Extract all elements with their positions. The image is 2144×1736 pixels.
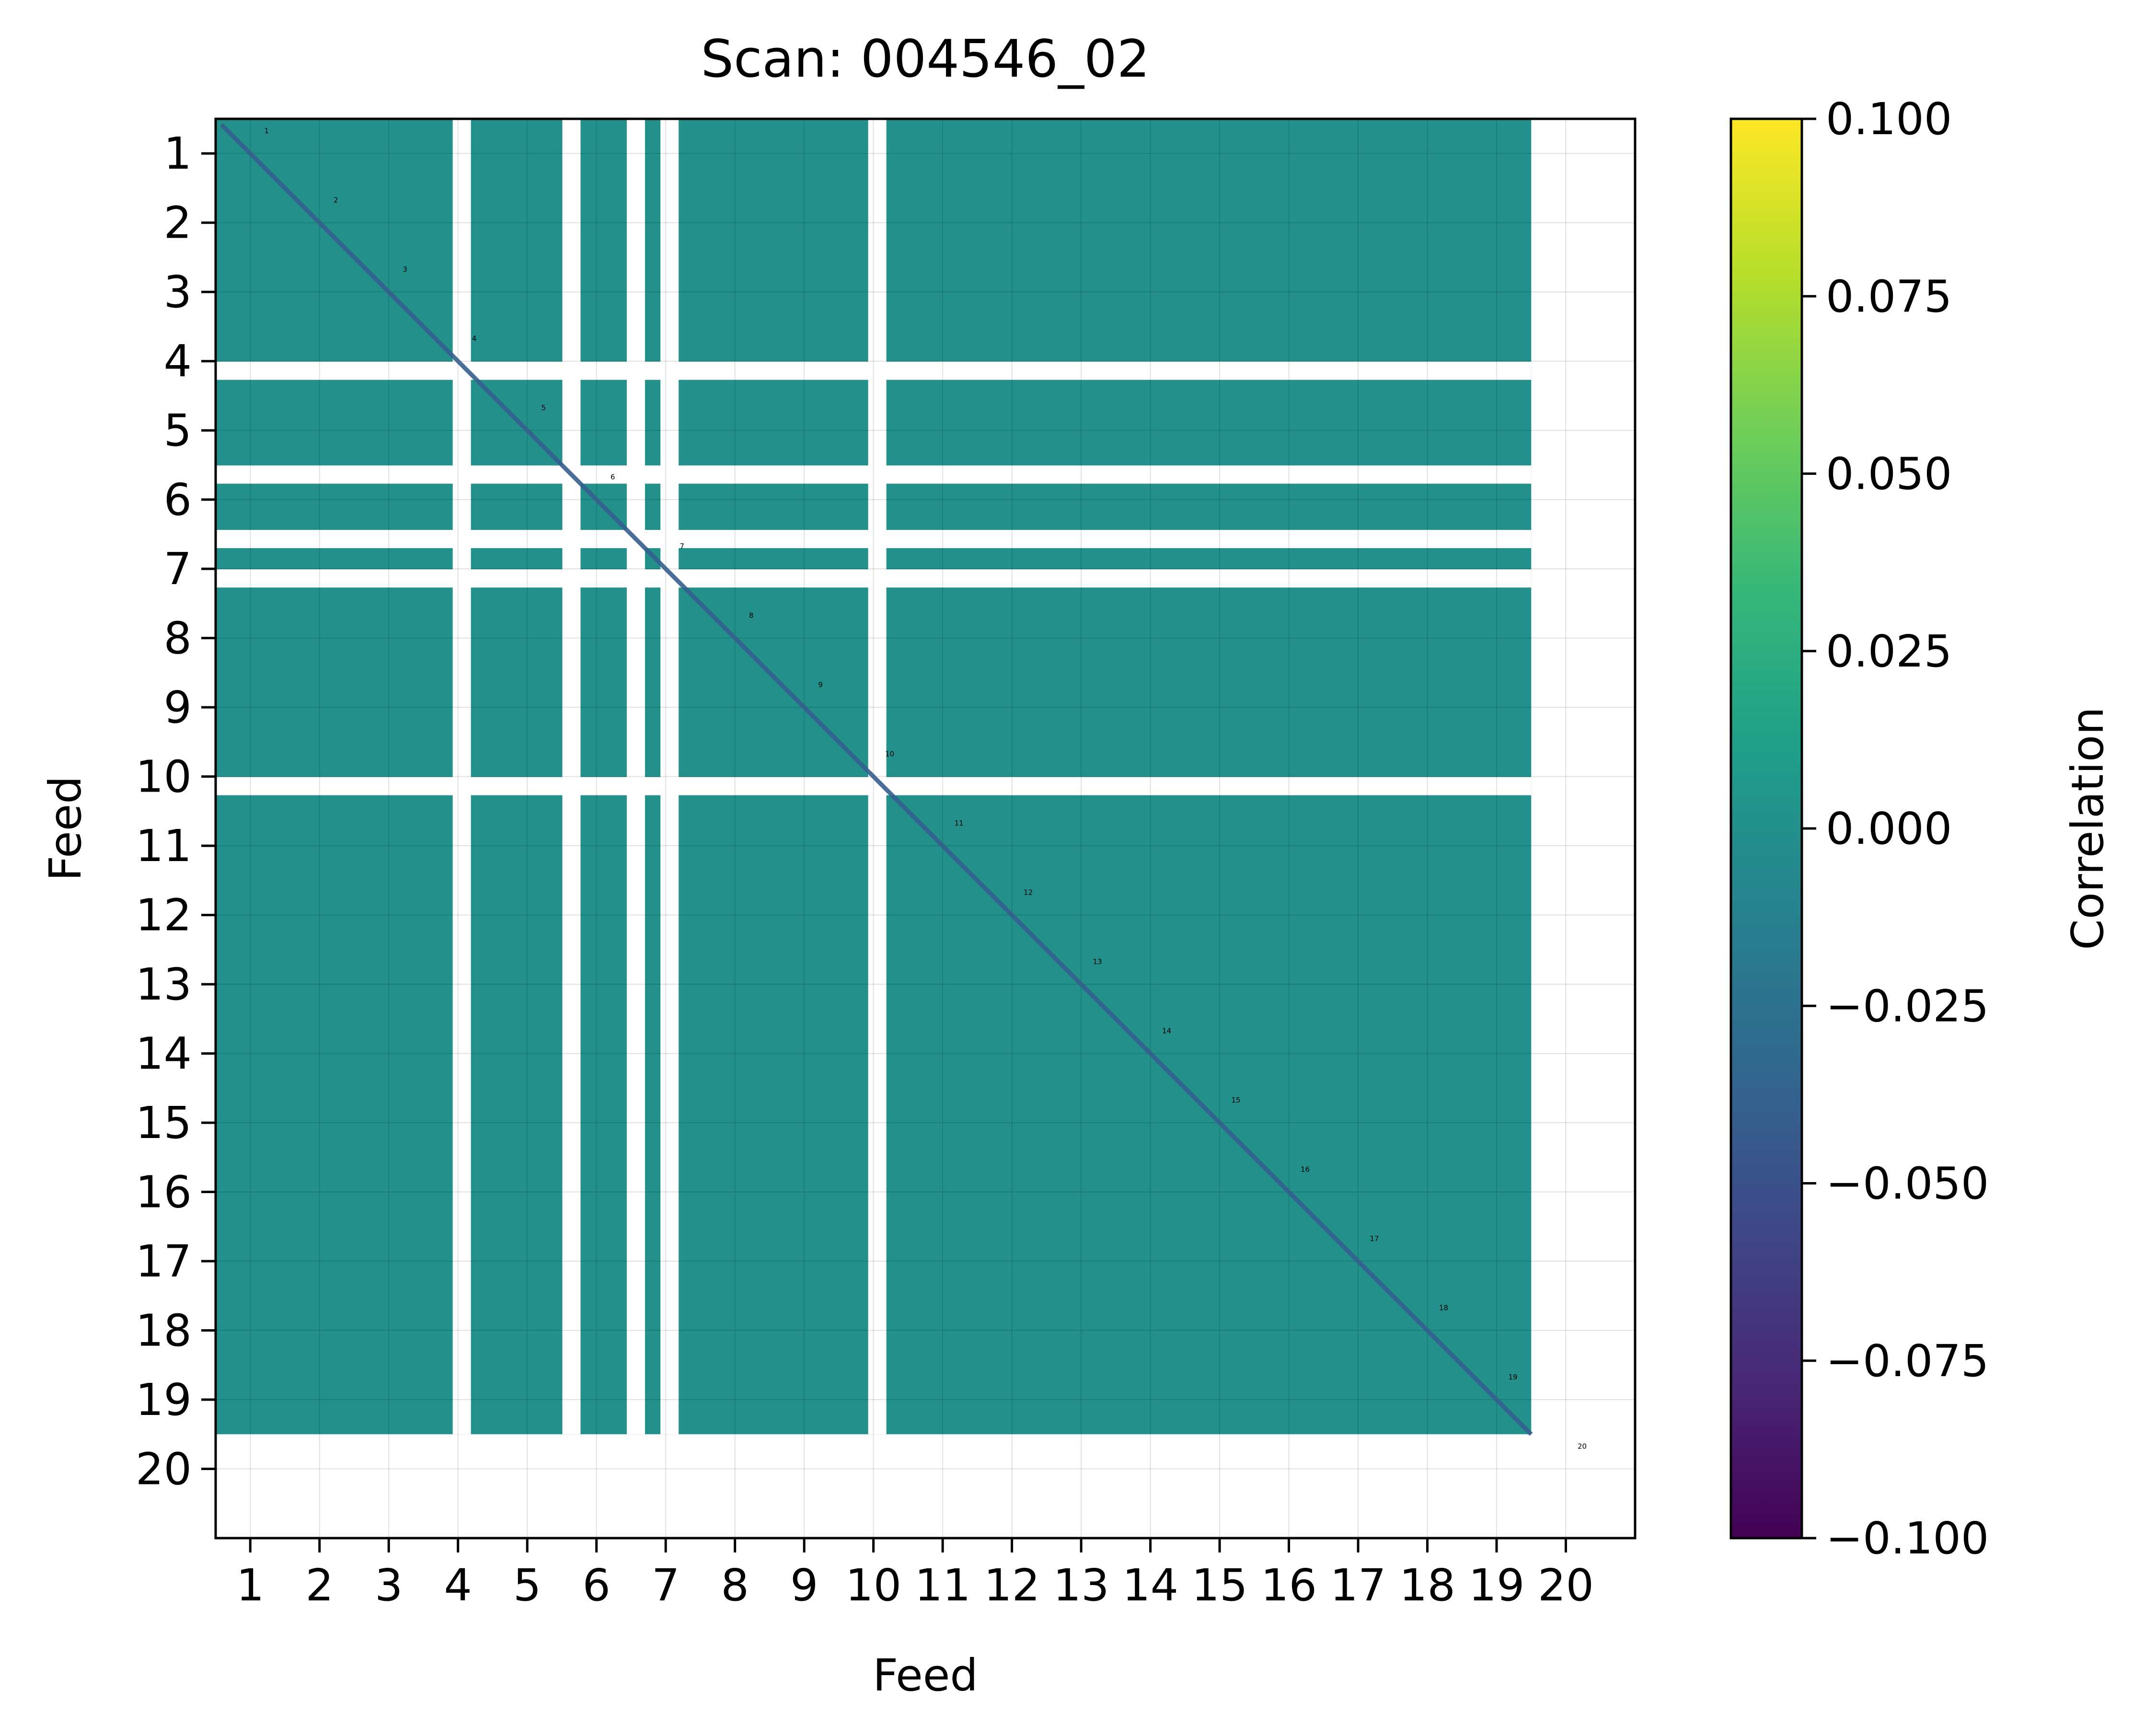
y-tick-label-18: 18 (136, 1305, 192, 1357)
diagonal-label-2: 2 (334, 196, 338, 205)
y-tick-label-8: 8 (163, 613, 192, 664)
masked-row-feed-10 (216, 777, 1532, 795)
y-tick-label-9: 9 (163, 682, 192, 733)
masked-row-feed-5 (216, 465, 1532, 484)
masked-column-feed-5 (562, 119, 581, 1435)
diagonal-label-9: 9 (818, 680, 823, 689)
y-tick-label-13: 13 (136, 959, 192, 1010)
masked-row-feed-4 (216, 361, 1532, 380)
y-tick-label-20: 20 (136, 1444, 192, 1495)
x-tick-label-7: 7 (652, 1560, 680, 1611)
y-tick-label-3: 3 (163, 266, 192, 318)
y-tick-label-16: 16 (136, 1167, 192, 1218)
masked-column-feed-6 (626, 119, 645, 1435)
colorbar-gradient (1729, 117, 1803, 1540)
x-tick-label-5: 5 (513, 1560, 542, 1611)
chart-title: Scan: 004546_02 (701, 29, 1150, 89)
y-tick-label-19: 19 (136, 1374, 192, 1426)
diagonal-label-7: 7 (680, 542, 684, 551)
colorbar-tick-label: −0.050 (1826, 1158, 1989, 1209)
x-tick-label-4: 4 (444, 1560, 472, 1611)
x-tick-label-11: 11 (915, 1560, 971, 1611)
colorbar-tick-label: 0.100 (1826, 93, 1952, 145)
masked-column-feed-4 (452, 119, 471, 1435)
masked-row-feed-6 (216, 529, 1532, 548)
masked-row-feed-7 (216, 569, 1532, 588)
diagonal-label-10: 10 (885, 750, 894, 759)
y-axis-label: Feed (40, 776, 91, 881)
colorbar: 0.100 0.075 0.050 0.025 0.000 −0.025 −0.050 −0.… (1729, 93, 1989, 1564)
axes-layer: 1 2 3 4 5 6 7 8 9 10 11 12 13 14 15 16 17 18 19 20123456789… (136, 117, 1637, 1611)
diagonal-label-17: 17 (1370, 1234, 1379, 1243)
y-tick-label-11: 11 (136, 820, 192, 872)
y-tick-label-7: 7 (163, 543, 192, 595)
masked-column-feed-7 (660, 119, 679, 1435)
y-tick-label-2: 2 (163, 197, 192, 249)
plot-frame (214, 117, 1637, 1540)
diagonal-label-12: 12 (1024, 888, 1033, 897)
x-tick-label-18: 18 (1399, 1560, 1455, 1611)
x-tick-label-6: 6 (582, 1560, 611, 1611)
y-tick-label-6: 6 (163, 474, 192, 526)
y-tick-label-5: 5 (163, 405, 192, 456)
x-tick-label-16: 16 (1261, 1560, 1317, 1611)
x-tick-label-17: 17 (1330, 1560, 1386, 1611)
x-axis-label: Feed (873, 1650, 978, 1701)
colorbar-tick-label: 0.000 (1826, 803, 1952, 854)
diagonal-label-4: 4 (472, 334, 477, 343)
x-tick-label-13: 13 (1053, 1560, 1109, 1611)
diagonal-label-6: 6 (611, 473, 615, 482)
colorbar-tick-label: 0.050 (1826, 448, 1952, 500)
x-tick-label-12: 12 (984, 1560, 1040, 1611)
y-tick-label-12: 12 (136, 890, 192, 941)
x-tick-label-9: 9 (790, 1560, 818, 1611)
x-tick-label-1: 1 (236, 1560, 265, 1611)
x-tick-label-2: 2 (305, 1560, 334, 1611)
y-tick-label-17: 17 (136, 1236, 192, 1287)
x-tick-label-10: 10 (845, 1560, 901, 1611)
colorbar-tick-label: −0.075 (1826, 1335, 1989, 1387)
y-tick-label-1: 1 (163, 128, 192, 179)
x-tick-label-19: 19 (1468, 1560, 1524, 1611)
y-tick-label-10: 10 (136, 751, 192, 803)
y-tick-label-14: 14 (136, 1028, 192, 1080)
diagonal-label-13: 13 (1093, 957, 1102, 966)
diagonal-label-18: 18 (1439, 1304, 1448, 1312)
x-tick-label-20: 20 (1538, 1560, 1594, 1611)
diagonal-label-3: 3 (403, 265, 407, 274)
diagonal-label-14: 14 (1162, 1027, 1171, 1035)
colorbar-tick-label: −0.100 (1826, 1513, 1989, 1564)
y-tick-label-4: 4 (163, 336, 192, 387)
diagonal-label-20: 20 (1578, 1442, 1587, 1451)
diagonal-label-1: 1 (264, 126, 269, 135)
colorbar-tick-label: 0.075 (1826, 271, 1952, 322)
x-tick-label-15: 15 (1192, 1560, 1248, 1611)
colorbar-tick-label: −0.025 (1826, 980, 1989, 1032)
diagonal-label-19: 19 (1508, 1373, 1517, 1381)
diagonal-label-11: 11 (955, 819, 964, 828)
diagonal-label-15: 15 (1232, 1096, 1241, 1104)
x-tick-label-3: 3 (375, 1560, 403, 1611)
diagonal-line (219, 123, 1533, 1436)
diagonal-label-16: 16 (1301, 1165, 1310, 1174)
diagonal-label-5: 5 (541, 403, 546, 412)
colorbar-tick-label: 0.025 (1826, 626, 1952, 677)
colorbar-label: Correlation (2062, 707, 2113, 950)
x-tick-label-14: 14 (1122, 1560, 1178, 1611)
x-tick-label-8: 8 (721, 1560, 749, 1611)
y-tick-label-15: 15 (136, 1097, 192, 1149)
diagonal-label-8: 8 (749, 611, 754, 620)
